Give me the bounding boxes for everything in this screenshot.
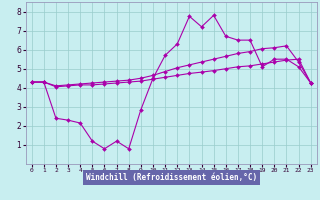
X-axis label: Windchill (Refroidissement éolien,°C): Windchill (Refroidissement éolien,°C) xyxy=(86,173,257,182)
